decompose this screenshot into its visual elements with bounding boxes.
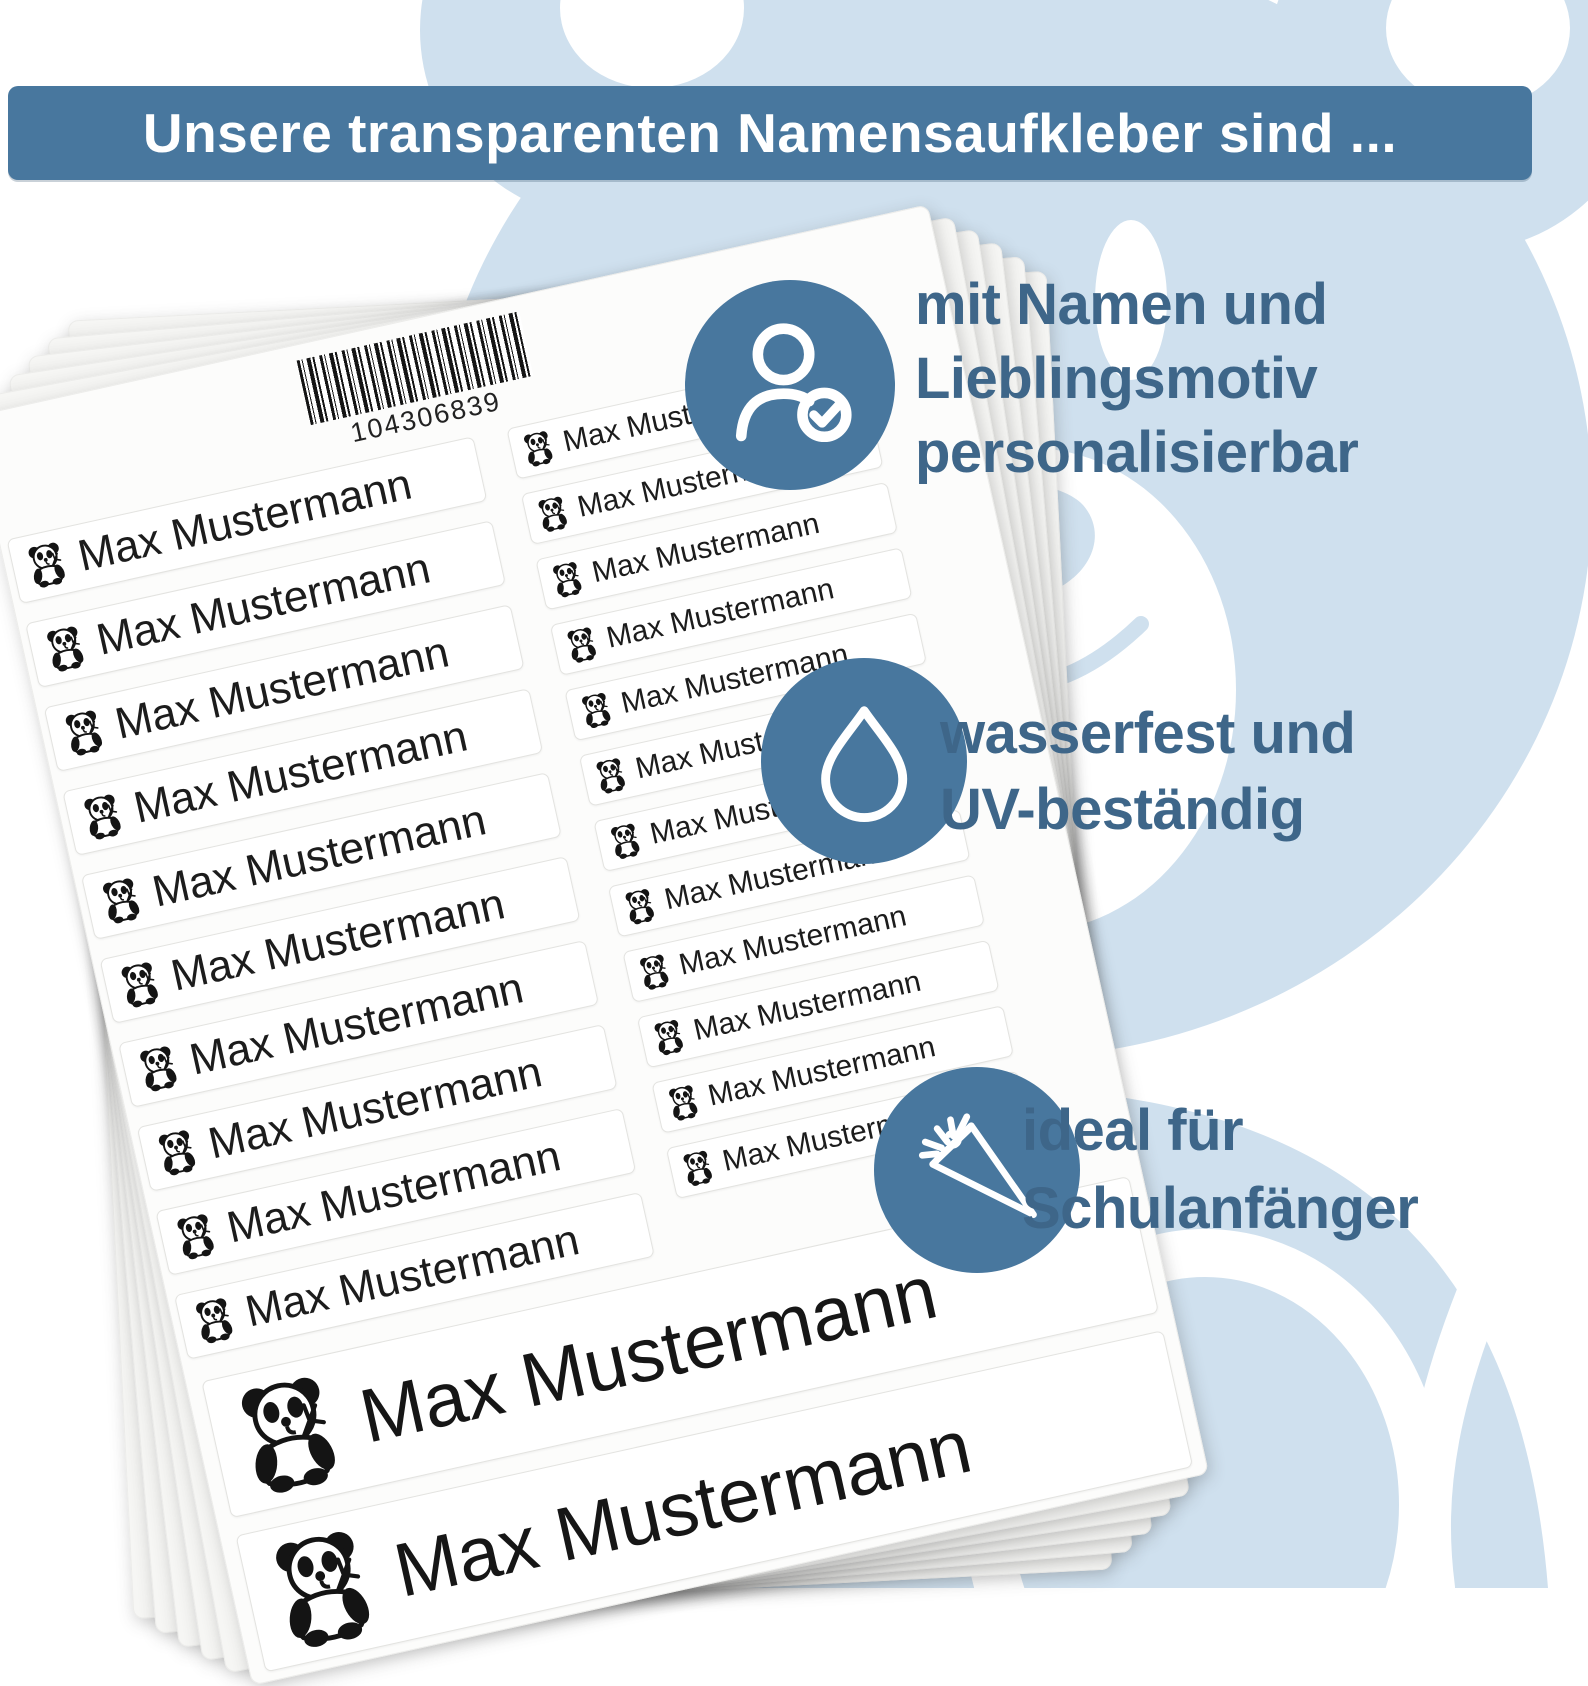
- feature-line: personalisierbar: [915, 420, 1359, 485]
- panda-icon: [560, 623, 603, 666]
- feature-line: UV-beständig: [940, 777, 1305, 842]
- panda-icon: [131, 1041, 186, 1096]
- panda-icon: [187, 1293, 242, 1348]
- panda-icon: [252, 1518, 393, 1659]
- panda-icon: [57, 705, 112, 760]
- feature-line: mit Namen und: [915, 272, 1328, 337]
- bear-right-eye: [1095, 220, 1167, 380]
- panda-icon: [150, 1125, 205, 1180]
- panda-icon: [662, 1081, 705, 1124]
- user-check-icon: [736, 323, 852, 443]
- panda-icon: [112, 957, 167, 1012]
- panda-icon: [38, 621, 93, 676]
- feature-circle-waterproof: [761, 658, 967, 864]
- panda-icon: [546, 558, 589, 601]
- panda-icon: [676, 1146, 719, 1189]
- feature-line: Lieblingsmotiv: [915, 346, 1318, 411]
- feature-circle-school: [874, 1067, 1080, 1273]
- school-cone-icon: [918, 1113, 1037, 1218]
- sticker-sheet-stack: 104306839 Max Mustermann Max Mustermann …: [0, 204, 1210, 1686]
- feature-text-personalizable: mit Namen und Lieblingsmotiv personalisi…: [915, 268, 1359, 490]
- feature-line: Schulanfänger: [1022, 1176, 1419, 1241]
- feature-line: wasserfest und: [940, 701, 1356, 766]
- panda-icon: [589, 754, 632, 797]
- panda-icon: [604, 819, 647, 862]
- panda-icon: [218, 1363, 359, 1504]
- bear-left-inner-ear: [560, 0, 744, 88]
- panda-icon: [168, 1209, 223, 1264]
- panda-icon: [575, 689, 618, 732]
- panda-icon: [633, 950, 676, 993]
- panda-icon: [531, 492, 574, 535]
- panda-icon: [647, 1016, 690, 1059]
- headline-banner: Unsere transparenten Namensaufkleber sin…: [8, 86, 1532, 180]
- feature-text-school: ideal für Schulanfänger: [1022, 1092, 1419, 1248]
- feature-line: ideal für: [1022, 1098, 1244, 1163]
- panda-icon: [94, 873, 149, 928]
- feature-circle-personalizable: [685, 280, 895, 490]
- panda-icon: [19, 537, 74, 592]
- feature-text-waterproof: wasserfest und UV-beständig: [940, 696, 1356, 848]
- panda-icon: [75, 789, 130, 844]
- headline-text: Unsere transparenten Namensaufkleber sin…: [142, 102, 1398, 164]
- panda-icon: [618, 885, 661, 928]
- water-drop-icon: [820, 706, 908, 822]
- bear-right-inner-ear: [1386, 0, 1570, 108]
- panda-icon: [517, 427, 560, 470]
